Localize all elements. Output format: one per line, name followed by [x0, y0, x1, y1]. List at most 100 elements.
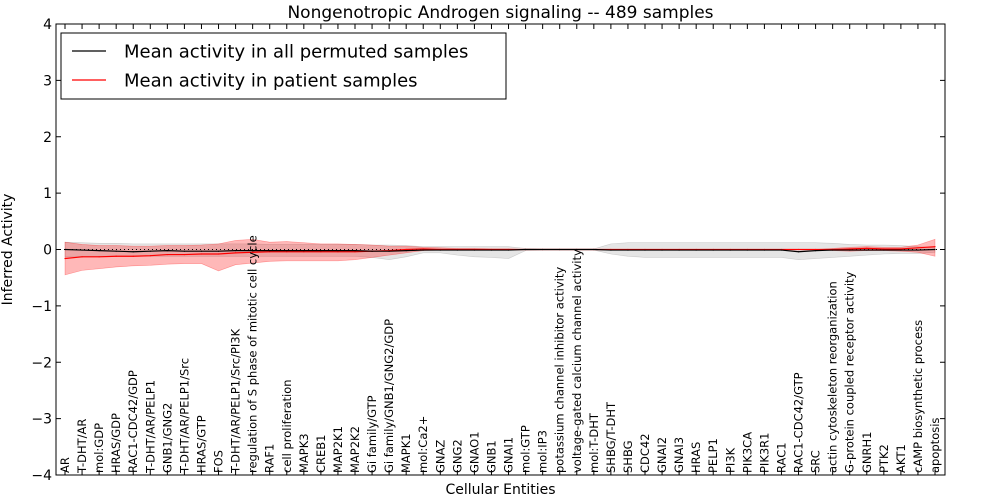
point-patient-1 [81, 256, 83, 258]
xtick-label-3: HRAS/GDP [109, 413, 123, 473]
xtick-label-17: MAP2K2 [348, 426, 362, 473]
xtick-label-0: AR [58, 457, 72, 473]
point-permuted-26 [507, 249, 510, 251]
point-permuted-2 [98, 250, 100, 252]
x-axis-ticks: AR T-DHT/AR mol:GDP HRAS/GDP RAC1-CDC42/GDP T… [58, 24, 942, 475]
point-patient-3 [115, 255, 117, 257]
xtick-label-29: potassium channel inhibitor activity [553, 267, 567, 473]
point-patient-2 [98, 256, 100, 258]
xtick-label-8: HRAS/GTP [194, 415, 208, 473]
xtick-label-14: MAPK3 [297, 433, 311, 473]
point-permuted-14 [303, 250, 305, 252]
points-permuted [64, 248, 936, 253]
point-permuted-39 [729, 249, 731, 251]
point-patient-49 [900, 248, 902, 250]
point-permuted-44 [814, 250, 817, 252]
point-permuted-5 [149, 250, 151, 252]
point-patient-48 [883, 248, 885, 250]
point-patient-8 [200, 253, 203, 255]
ytick-label-6: 2 [43, 130, 52, 146]
point-permuted-1 [81, 249, 83, 251]
point-permuted-18 [371, 250, 373, 252]
point-permuted-0 [64, 248, 66, 251]
xtick-label-51: apoptosis [928, 418, 942, 473]
xtick-label-43: RAC1-CDC42/GTP [792, 372, 806, 473]
point-patient-17 [354, 251, 356, 253]
point-permuted-46 [849, 249, 851, 251]
point-patient-44 [814, 248, 817, 251]
series-lines [64, 246, 936, 260]
point-permuted-11 [252, 250, 254, 252]
point-permuted-47 [866, 249, 868, 251]
point-patient-13 [286, 251, 288, 253]
xtick-label-28: mol:IP3 [536, 430, 550, 473]
ytick-label-0: −4 [31, 468, 52, 484]
xtick-label-2: mol:GDP [92, 423, 106, 473]
point-permuted-3 [115, 250, 117, 252]
point-permuted-13 [286, 250, 288, 252]
point-permuted-36 [678, 249, 680, 251]
xtick-label-40: PIK3CA [740, 432, 754, 473]
x-axis-label: Cellular Entities [445, 482, 555, 498]
point-permuted-29 [559, 248, 561, 251]
point-permuted-8 [200, 250, 203, 252]
xtick-label-11: regulation of S phase of mitotic cell cy… [246, 235, 260, 473]
point-permuted-34 [644, 249, 646, 251]
xtick-label-24: GNAO1 [467, 431, 481, 473]
point-permuted-25 [490, 249, 493, 251]
xtick-label-48: PTK2 [877, 444, 891, 473]
xtick-label-30: voltage-gated calcium channel activity [570, 249, 584, 473]
xtick-label-34: CDC42 [638, 433, 652, 473]
xtick-label-32: SHBG/T-DHT [604, 401, 618, 473]
xtick-label-46: G-protein coupled receptor activity [843, 271, 857, 473]
xtick-label-31: mol:T-DHT [587, 412, 601, 473]
point-patient-4 [132, 255, 134, 257]
legend: Mean activity in all permuted samples Me… [60, 32, 507, 100]
xtick-label-41: PIK3R1 [757, 433, 771, 474]
confidence-bands [64, 238, 936, 276]
point-patient-47 [866, 247, 868, 249]
point-patient-20 [405, 248, 407, 251]
point-permuted-16 [337, 250, 339, 252]
ytick-label-5: 1 [43, 186, 52, 202]
xtick-label-13: cell proliferation [280, 379, 294, 473]
point-permuted-30 [576, 248, 578, 251]
point-permuted-27 [524, 248, 527, 251]
xtick-label-9: FOS [212, 450, 226, 473]
line-permuted [64, 248, 936, 253]
point-permuted-42 [780, 249, 783, 251]
point-patient-11 [252, 251, 254, 253]
xtick-label-26: GNAI1 [502, 437, 516, 473]
xtick-label-35: GNAI2 [655, 437, 669, 473]
ytick-label-1: −3 [31, 412, 52, 428]
point-patient-46 [849, 248, 851, 250]
y-axis-ticks: −4 −3 −2 −1 0 1 2 3 4 [31, 17, 945, 484]
point-permuted-23 [456, 249, 458, 251]
plot-frame [55, 23, 946, 476]
xtick-label-10: T-DHT/AR/PELP1/Src/PI3K [229, 328, 243, 474]
xtick-label-19: Gi family/GNB1/GNG2/GDP [382, 319, 396, 473]
xtick-label-15: CREB1 [314, 435, 328, 474]
point-permuted-35 [661, 249, 663, 251]
point-patient-6 [166, 253, 168, 256]
ytick-label-2: −2 [31, 355, 52, 371]
xtick-label-38: PELP1 [706, 438, 720, 473]
point-permuted-4 [132, 251, 134, 253]
xtick-label-1: T-DHT/AR [75, 419, 89, 474]
point-permuted-12 [269, 250, 271, 252]
point-patient-12 [269, 251, 271, 253]
point-permuted-48 [883, 249, 885, 251]
xtick-label-20: MAPK1 [399, 433, 413, 473]
y-axis-label: Inferred Activity [0, 194, 16, 306]
ytick-label-8: 4 [43, 17, 52, 33]
xtick-label-27: mol:GTP [519, 425, 533, 473]
band-permuted [64, 241, 936, 260]
xtick-label-50: cAMP biosynthetic process [911, 320, 925, 473]
point-patient-14 [303, 251, 305, 253]
point-patient-0 [64, 257, 66, 260]
xtick-label-12: RAF1 [263, 444, 277, 473]
point-permuted-9 [217, 250, 220, 252]
xtick-label-42: RAC1 [774, 442, 788, 473]
xtick-label-18: Gi family/GTP [365, 395, 379, 473]
